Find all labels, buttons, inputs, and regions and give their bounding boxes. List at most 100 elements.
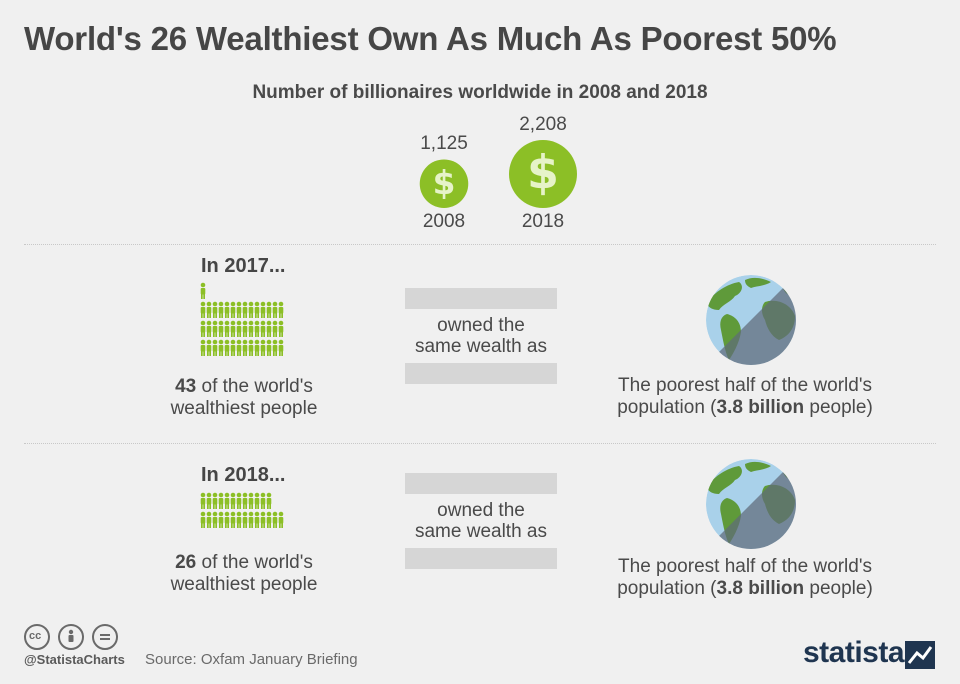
person-icon — [212, 320, 218, 337]
owned-line-1: owned the — [437, 315, 525, 336]
person-icon — [278, 511, 284, 528]
person-icon — [218, 339, 224, 356]
attribution-icon[interactable] — [58, 624, 84, 650]
person-icon — [230, 301, 236, 318]
person-icon — [266, 339, 272, 356]
people-grid — [200, 282, 284, 356]
person-icon — [248, 301, 254, 318]
person-icon — [212, 492, 218, 509]
person-icon — [272, 339, 278, 356]
statista-logo-icon[interactable] — [905, 641, 935, 669]
twitter-handle[interactable]: @StatistaCharts — [24, 652, 125, 667]
caption-text-line2: wealthiest people — [170, 574, 318, 595]
person-icon — [230, 339, 236, 356]
owned-line-1: owned the — [437, 500, 525, 521]
person-icon — [206, 511, 212, 528]
dollar-coin-icon: $ — [433, 164, 456, 202]
bar-top — [405, 288, 557, 309]
person-icon — [224, 339, 230, 356]
cc-license-icon[interactable]: cc — [24, 624, 50, 650]
person-icon — [200, 339, 206, 356]
owned-text: owned the same wealth as — [405, 315, 557, 357]
poorest-population: 3.8 billion — [716, 397, 805, 418]
person-icon — [236, 511, 242, 528]
person-icon — [242, 511, 248, 528]
poorest-line-2c: people) — [804, 578, 873, 599]
owned-line-2: same wealth as — [414, 336, 547, 357]
billionaire-bubbles: $ $ — [419, 140, 577, 208]
person-icon — [224, 320, 230, 337]
person-icon — [236, 301, 242, 318]
wealthiest-caption: 26 of the world's wealthiest people — [144, 552, 344, 596]
person-icon — [254, 301, 260, 318]
person-icon — [206, 492, 212, 509]
poorest-line-1: The poorest half of the world's — [618, 556, 872, 577]
year-label-2008: 2008 — [422, 211, 466, 232]
bar-bottom — [405, 363, 557, 384]
person-icon — [200, 282, 206, 299]
person-icon — [248, 339, 254, 356]
bubble-2008: $ — [419, 159, 469, 208]
person-icon — [254, 339, 260, 356]
person-icon — [224, 301, 230, 318]
section-divider — [24, 443, 936, 444]
owned-text: owned the same wealth as — [405, 500, 557, 542]
owned-line-2: same wealth as — [414, 521, 547, 542]
section-heading: In 2017... — [201, 255, 286, 277]
person-icon — [248, 492, 254, 509]
people-grid — [200, 492, 284, 528]
person-icon — [266, 511, 272, 528]
person-icon — [278, 320, 284, 337]
person-icon — [218, 320, 224, 337]
source-note: Source: Oxfam January Briefing — [145, 651, 358, 668]
globe-icon — [706, 459, 796, 549]
person-icon — [224, 492, 230, 509]
person-icon — [200, 320, 206, 337]
person-icon — [266, 492, 272, 509]
person-icon — [260, 320, 266, 337]
person-icon — [236, 492, 242, 509]
statista-logo[interactable]: statista — [803, 636, 905, 669]
person-icon — [230, 320, 236, 337]
person-icon — [212, 301, 218, 318]
person-icon — [224, 511, 230, 528]
person-icon — [200, 511, 206, 528]
person-icon — [266, 320, 272, 337]
person-icon — [242, 339, 248, 356]
caption-text-line2: wealthiest people — [170, 398, 318, 419]
person-icon — [242, 492, 248, 509]
person-icon — [218, 492, 224, 509]
person-icon — [242, 301, 248, 318]
person-icon — [206, 320, 212, 337]
person-icon — [212, 511, 218, 528]
poorest-population: 3.8 billion — [716, 578, 805, 599]
person-icon — [248, 511, 254, 528]
poorest-caption: The poorest half of the world's populati… — [585, 556, 905, 600]
poorest-line-2a: population ( — [617, 397, 717, 418]
person-icon — [200, 301, 206, 318]
person-icon — [278, 301, 284, 318]
person-icon — [236, 320, 242, 337]
poorest-line-1: The poorest half of the world's — [618, 375, 872, 396]
dollar-coin-icon: $ — [527, 145, 559, 199]
person-icon — [206, 301, 212, 318]
globe-icon — [706, 275, 796, 365]
person-icon — [278, 339, 284, 356]
person-icon — [200, 492, 206, 509]
person-icon — [260, 301, 266, 318]
person-icon — [260, 492, 266, 509]
person-icon — [206, 339, 212, 356]
year-label-2018: 2018 — [521, 211, 565, 232]
person-icon — [236, 339, 242, 356]
person-icon — [230, 492, 236, 509]
people-count: 26 — [175, 552, 197, 573]
person-icon — [272, 320, 278, 337]
person-icon — [218, 301, 224, 318]
person-icon — [260, 339, 266, 356]
no-derivatives-icon[interactable] — [92, 624, 118, 650]
caption-text: of the world's — [196, 376, 313, 397]
value-label-2018: 2,208 — [519, 114, 567, 135]
section-heading: In 2018... — [201, 464, 286, 486]
bar-bottom — [405, 548, 557, 569]
poorest-line-2c: people) — [804, 397, 873, 418]
